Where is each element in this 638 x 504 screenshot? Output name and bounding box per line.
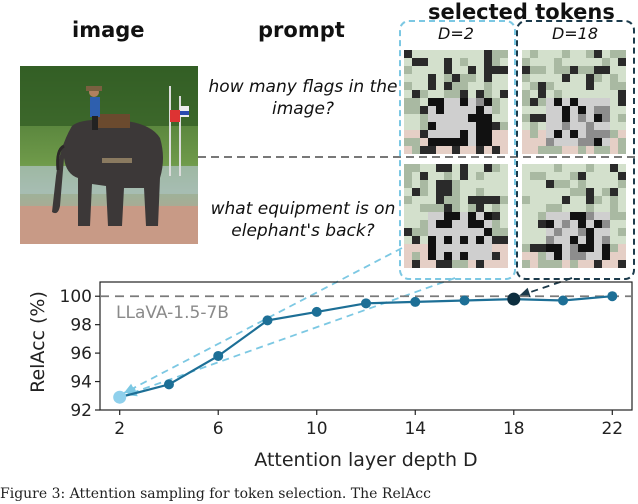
connector-d2-lower <box>125 277 456 397</box>
data-point <box>459 295 470 306</box>
data-point <box>558 295 569 306</box>
prompt-1: how many flags in the image? <box>208 77 398 119</box>
token-box-d18 <box>516 20 635 280</box>
token-box-d2 <box>399 20 516 280</box>
data-point <box>507 292 521 306</box>
x-tick-label: 10 <box>306 419 328 439</box>
y-axis-label: RelAcc (%) <box>27 291 49 393</box>
depth-label-d2: D=2 <box>438 24 474 43</box>
reference-line-label: LLaVA-1.5-7B <box>116 303 229 323</box>
x-tick-label: 18 <box>503 419 525 439</box>
token-grid-d18-row2 <box>522 164 626 268</box>
x-tick-label: 22 <box>601 419 623 439</box>
data-point <box>213 350 224 361</box>
x-axis-label: Attention layer depth D <box>254 449 477 471</box>
data-point <box>410 296 421 307</box>
prompt-2: what equipment is on elephant's back? <box>210 199 396 241</box>
connector-d18 <box>518 277 573 297</box>
y-tick-label: 92 <box>70 401 92 421</box>
data-point <box>607 291 618 302</box>
plot-frame <box>99 281 633 411</box>
figure-caption: Figure 3: Attention sampling for token s… <box>0 486 431 502</box>
y-tick-label: 100 <box>60 287 92 307</box>
prompt-header: prompt <box>258 18 345 42</box>
connector-d18-head <box>518 287 531 298</box>
token-grid-d2-row2 <box>404 164 508 268</box>
image-header: image <box>72 18 145 42</box>
token-grid-d2-row1 <box>404 50 508 154</box>
data-point <box>113 390 127 404</box>
data-point <box>311 306 322 317</box>
data-point <box>262 315 273 326</box>
depth-label-d18: D=18 <box>551 24 599 43</box>
relacc-chart: 92 94 96 98 100 2 6 10 14 18 22 LLaVA-1.5-7B RelAc… <box>27 247 633 471</box>
y-tick-label: 96 <box>70 344 92 364</box>
x-tick-label: 14 <box>404 419 426 439</box>
token-grid-d18-row1 <box>522 50 626 154</box>
elephant-photo <box>20 66 198 244</box>
x-tick-label: 6 <box>213 419 224 439</box>
row-separator <box>198 156 638 158</box>
data-point <box>163 379 174 390</box>
y-tick-label: 98 <box>70 316 92 336</box>
x-tick-label: 2 <box>114 419 125 439</box>
data-point <box>361 298 371 309</box>
y-tick-label: 94 <box>70 373 92 393</box>
